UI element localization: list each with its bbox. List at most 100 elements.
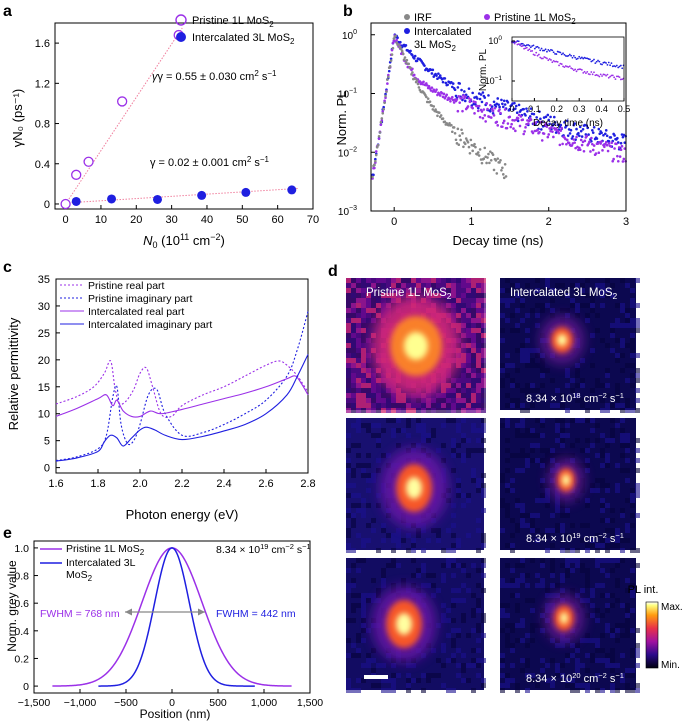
- data-point-pristine: [495, 120, 499, 124]
- noise-pixel: [421, 438, 426, 443]
- data-point-irf: [375, 146, 379, 149]
- data-point-pristine: [527, 122, 530, 125]
- noise-pixel: [391, 538, 396, 543]
- noise-pixel: [351, 278, 356, 283]
- noise-pixel: [630, 383, 635, 388]
- noise-pixel: [510, 488, 515, 493]
- noise-pixel: [605, 463, 610, 468]
- noise-pixel: [625, 523, 630, 528]
- noise-pixel: [476, 348, 481, 353]
- noise-pixel: [381, 428, 386, 433]
- noise-pixel: [605, 623, 610, 628]
- noise-pixel: [346, 508, 351, 513]
- inset-point: [568, 53, 571, 56]
- noise-pixel: [590, 538, 595, 543]
- noise-pixel: [481, 358, 486, 363]
- noise-pixel: [371, 423, 376, 428]
- noise-pixel: [471, 428, 476, 433]
- noise-pixel: [605, 488, 610, 493]
- noise-pixel: [436, 588, 441, 593]
- noise-pixel: [356, 463, 361, 468]
- inset-point: [613, 76, 616, 79]
- noise-pixel: [461, 293, 466, 298]
- noise-pixel: [371, 518, 376, 523]
- noise-pixel: [505, 298, 510, 303]
- noise-pixel: [575, 373, 580, 378]
- noise-pixel: [535, 418, 540, 423]
- noise-pixel: [461, 378, 466, 383]
- inset-point: [572, 69, 575, 72]
- noise-pixel: [520, 448, 525, 453]
- inset-point: [597, 74, 599, 77]
- noise-pixel: [555, 453, 560, 458]
- noise-pixel: [481, 588, 486, 593]
- inset-point: [559, 51, 562, 54]
- noise-pixel: [595, 543, 600, 548]
- noise-pixel: [476, 603, 481, 608]
- noise-pixel: [635, 373, 640, 378]
- data-point-pristine: [476, 109, 480, 113]
- panel-a-legend: Pristine 1L MoS2 Intercalated 3L MoS2: [175, 14, 295, 46]
- noise-pixel: [366, 303, 371, 308]
- noise-pixel: [510, 628, 515, 633]
- data-point-intercalated: [529, 107, 533, 110]
- noise-pixel: [620, 438, 625, 443]
- x-tick-label: 2.8: [300, 478, 315, 490]
- noise-pixel: [461, 288, 466, 293]
- noise-pixel: [570, 388, 575, 393]
- data-point-intercalated: [463, 99, 467, 103]
- noise-pixel: [540, 483, 545, 488]
- noise-pixel: [351, 518, 356, 523]
- noise-pixel: [615, 403, 620, 408]
- noise-pixel: [510, 398, 515, 403]
- noise-pixel: [481, 318, 486, 323]
- noise-pixel: [550, 563, 555, 568]
- noise-pixel: [351, 388, 356, 393]
- noise-pixel: [625, 618, 630, 623]
- noise-pixel: [595, 643, 600, 648]
- data-point-pristine: [588, 140, 591, 143]
- inset-point: [536, 45, 539, 48]
- noise-pixel: [585, 668, 590, 673]
- noise-pixel: [540, 498, 545, 503]
- noise-pixel: [361, 398, 366, 403]
- inset-point: [574, 68, 577, 71]
- noise-pixel: [456, 673, 461, 678]
- noise-pixel: [510, 313, 515, 318]
- noise-pixel: [570, 533, 575, 538]
- noise-pixel: [466, 313, 471, 318]
- pl-image-tile: [500, 418, 640, 553]
- noise-pixel: [476, 293, 481, 298]
- noise-pixel: [386, 678, 391, 683]
- noise-pixel: [610, 653, 615, 658]
- noise-pixel: [396, 283, 401, 288]
- noise-pixel: [500, 378, 505, 383]
- noise-pixel: [605, 443, 610, 448]
- data-point-pristine: [493, 106, 497, 110]
- noise-pixel: [346, 463, 351, 468]
- noise-pixel: [381, 383, 386, 388]
- noise-pixel: [476, 303, 481, 308]
- data-point-pristine: [575, 135, 578, 139]
- noise-pixel: [376, 388, 381, 393]
- noise-pixel: [515, 583, 520, 588]
- data-point-intercalated: [581, 128, 585, 131]
- fwhm-label-pristine: FWHM = 768 nm: [40, 608, 120, 620]
- noise-pixel: [356, 593, 361, 598]
- data-point-irf: [458, 134, 462, 138]
- noise-pixel: [595, 313, 600, 318]
- noise-pixel: [585, 653, 590, 658]
- noise-pixel: [366, 503, 371, 508]
- noise-pixel: [471, 318, 476, 323]
- noise-pixel: [620, 308, 625, 313]
- noise-pixel: [471, 658, 476, 663]
- noise-pixel: [615, 483, 620, 488]
- noise-pixel: [545, 278, 550, 283]
- noise-pixel: [520, 408, 525, 413]
- noise-pixel: [451, 658, 456, 663]
- noise-pixel: [476, 548, 481, 553]
- noise-pixel: [476, 278, 481, 283]
- noise-pixel: [386, 393, 391, 398]
- data-point-intercalated: [389, 57, 393, 61]
- inset-point: [546, 50, 548, 53]
